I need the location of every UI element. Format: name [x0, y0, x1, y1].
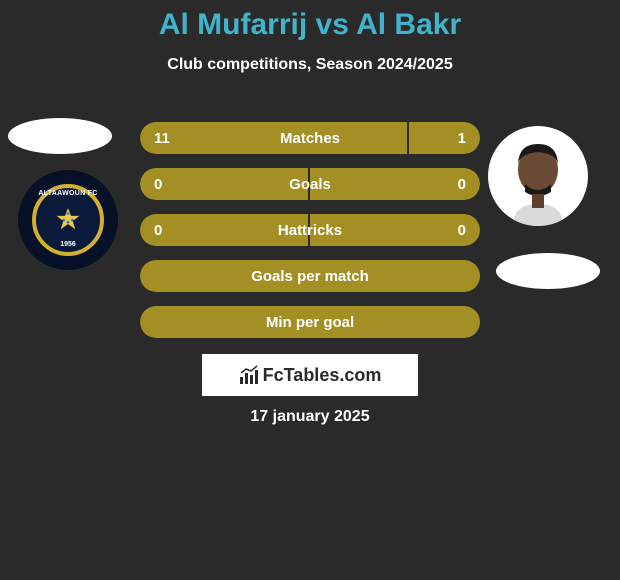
stat-name: Goals	[140, 168, 480, 200]
player-head-icon	[503, 136, 573, 226]
stat-name: Hattricks	[140, 214, 480, 246]
club-badge-name: ALTAAWOUN FC	[38, 190, 97, 197]
club-badge-right-silhouette	[496, 253, 600, 289]
stat-row: Min per goal	[140, 306, 480, 338]
stat-row: 111Matches	[140, 122, 480, 154]
brand-box: FcTables.com	[202, 354, 418, 396]
page-subtitle: Club competitions, Season 2024/2025	[0, 56, 620, 74]
brand-text: FcTables.com	[263, 365, 382, 386]
comparison-rows: 111Matches 00Goals 00Hattricks Goals per ma…	[140, 122, 480, 352]
club-badge-inner: ALTAAWOUN FC 1956	[32, 184, 104, 256]
stat-name: Min per goal	[140, 306, 480, 338]
club-badge-left: ALTAAWOUN FC 1956	[18, 170, 118, 270]
player-left-silhouette	[8, 118, 112, 154]
club-badge-year: 1956	[60, 241, 76, 248]
stat-name: Matches	[140, 122, 480, 154]
stat-row: Goals per match	[140, 260, 480, 292]
stat-row: 00Hattricks	[140, 214, 480, 246]
player-right-photo	[488, 126, 588, 226]
brand-chart-icon	[239, 365, 259, 385]
club-badge-star-icon	[55, 207, 81, 233]
stat-row: 00Goals	[140, 168, 480, 200]
stat-name: Goals per match	[140, 260, 480, 292]
date-line: 17 january 2025	[0, 408, 620, 426]
page-title: Al Mufarrij vs Al Bakr	[0, 0, 620, 42]
